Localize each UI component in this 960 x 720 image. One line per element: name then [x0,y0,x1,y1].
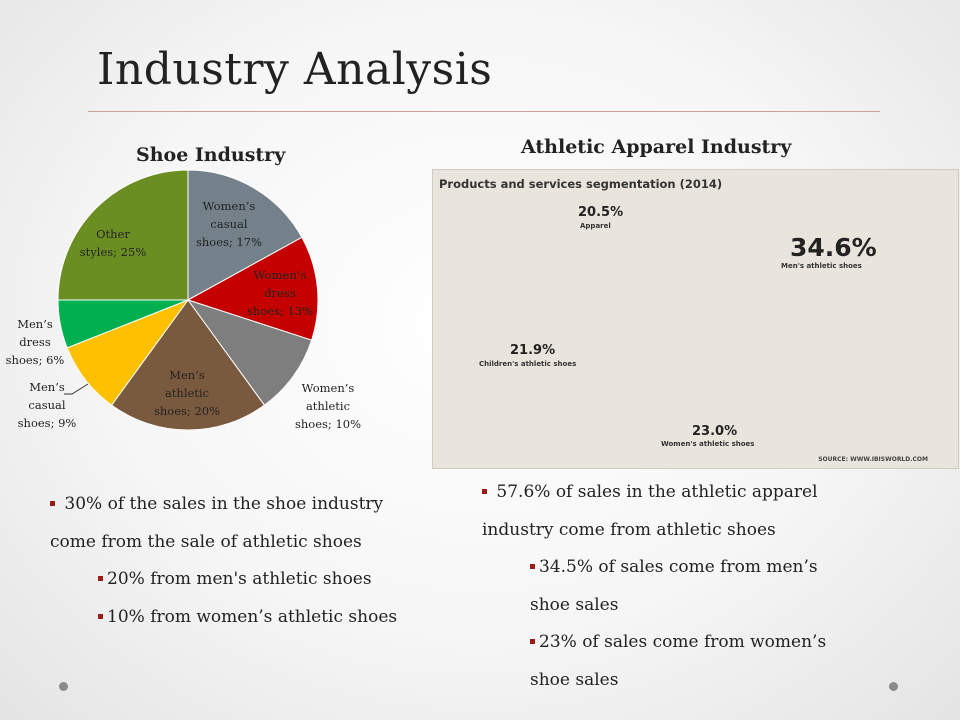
left-main-bullet: 30% of the sales in the shoe industry [50,486,430,524]
bullet-marker [530,564,535,569]
pie-slice-women-s-dress-shoes [186,236,319,341]
pie-slice-women-s-casual-shoes [187,169,303,301]
pie-label-other-styles: Other styles; 25% [79,227,147,259]
shoe-chart-title: Shoe Industry [136,144,286,166]
donut-pct-children: 21.9% [510,343,556,358]
left-sub-bullet-1: 20% from men's athletic shoes [50,561,430,599]
bullet-marker [482,489,487,494]
right-sub-bullet-2-cont: shoe sales [530,669,619,690]
right-main-bullet-cont: industry come from athletic shoes [482,519,776,540]
left-main-bullet-cont: come from the sale of athletic shoes [50,531,362,552]
apparel-source: SOURCE: WWW.IBISWORLD.COM [818,456,928,463]
nav-dot-right [889,682,898,691]
donut-cap-children: Children's athletic shoes [479,360,577,368]
donut-pct-womens: 23.0% [692,424,738,439]
left-bullet-list: 30% of the sales in the shoe industry co… [50,486,430,636]
pie-slice-men-s-athletic-shoes [110,299,266,431]
pie-label-womens-athletic: Women’s athletic shoes; 10% [294,381,362,431]
title-divider [88,111,880,112]
right-sub-bullet-2: 23% of sales come from women’s [482,624,882,662]
right-main-bullet: 57.6% of sales in the athletic apparel [482,474,882,512]
bullet-marker [98,613,103,619]
apparel-chart-title: Athletic Apparel Industry [521,136,792,158]
bullet-marker [50,501,55,506]
donut-pct-mens: 34.6% [790,233,877,262]
donut-pct-apparel: 20.5% [578,205,624,220]
apparel-panel-title: Products and services segmentation (2014… [439,177,723,191]
nav-dot-left [59,682,68,691]
pie-label-mens-athletic: Men’s athletic shoes; 20% [153,368,221,418]
left-sub-bullet-2: 10% from women’s athletic shoes [50,599,430,637]
pie-slice-women-s-athletic-shoes [186,299,313,406]
slide-title: Industry Analysis [97,44,493,95]
apparel-chart-panel: Products and services segmentation (2014… [432,169,959,469]
pie-slice-other-styles [57,169,189,301]
pie-leader-line [64,383,89,395]
pie-label-womens-casual: Women’s casual shoes; 17% [195,199,263,249]
pie-label-mens-dress: Men’s dress shoes; 6% [5,317,65,367]
donut-cap-mens: Men's athletic shoes [781,262,862,270]
pie-label-womens-dress: Women’s dress shoes; 13% [246,268,314,318]
bullet-marker [98,576,103,581]
right-bullet-list: 57.6% of sales in the athletic apparel i… [482,474,882,699]
donut-cap-apparel: Apparel [580,222,611,230]
right-sub-bullet-1: 34.5% of sales come from men’s [482,549,882,587]
right-sub-bullet-1-cont: shoe sales [530,594,619,615]
donut-cap-womens: Women's athletic shoes [661,440,755,448]
bullet-marker [530,639,535,644]
pie-label-mens-casual: Men’s casual shoes; 9% [17,380,77,430]
